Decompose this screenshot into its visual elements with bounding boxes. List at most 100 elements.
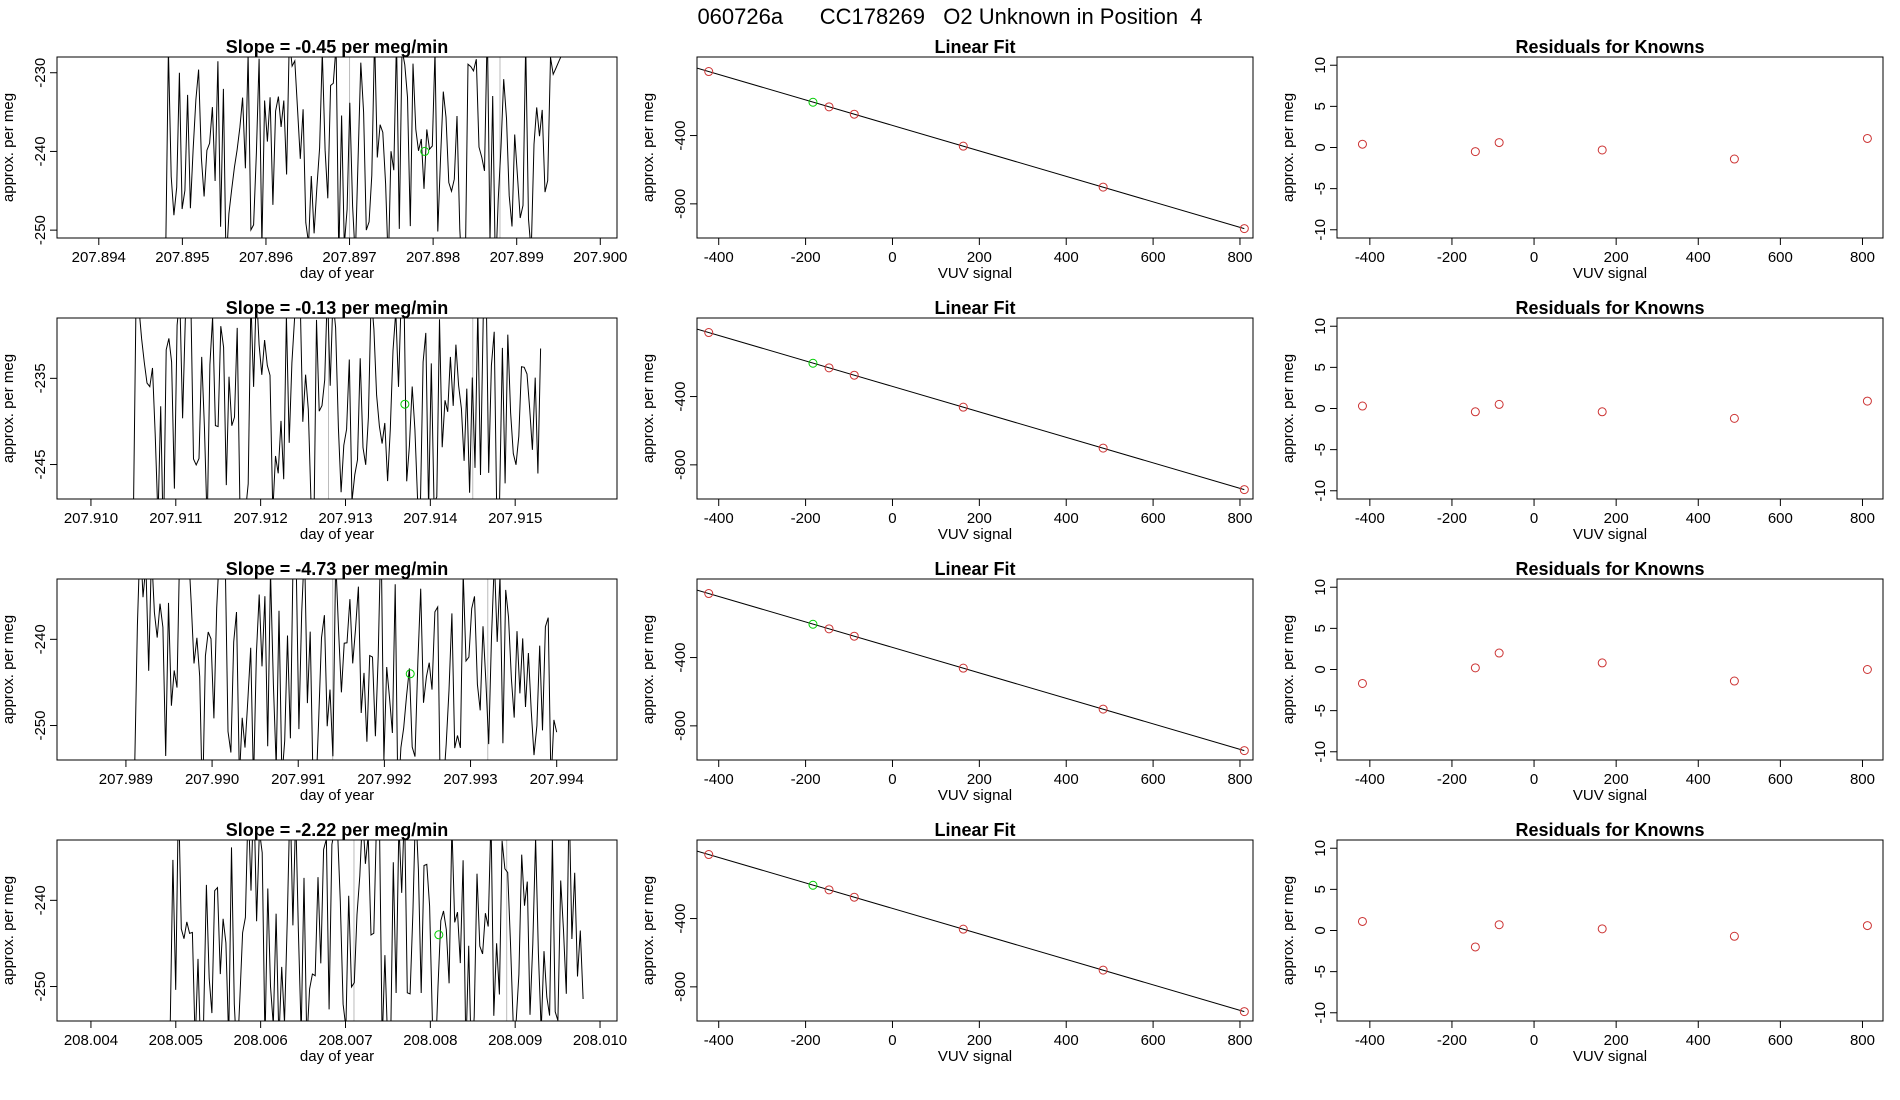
y-tick-label: 10 [1312,579,1329,596]
plot-frame [1336,317,1884,500]
y-tick-label: -5 [1312,182,1329,195]
x-axis-label: VUV signal [938,1048,1012,1065]
y-axis-label: approx. per meg [640,615,657,724]
known-point [1862,921,1872,931]
x-tick-label: 800 [1227,249,1252,266]
unknown-point [808,619,818,629]
known-point [1470,147,1480,157]
x-axis-label: VUV signal [938,526,1012,543]
known-point [1494,399,1504,409]
panel-7: Slope = -4.73 per meg/min 207.989 207.990 2… [0,559,618,804]
x-tick-label: 400 [1054,1032,1079,1049]
known-point [849,631,859,641]
x-tick-label: 207.991 [271,771,325,788]
x-tick-label: 0 [888,249,896,266]
known-point [958,402,968,412]
known-point [1470,942,1480,952]
x-tick-label: 0 [888,510,896,527]
x-tick-label: 200 [1604,510,1629,527]
x-tick-label: 208.005 [149,1032,203,1049]
x-tick-label: 0 [1530,1032,1538,1049]
x-tick-label: 207.993 [443,771,497,788]
x-tick-label: -400 [704,249,734,266]
known-point [824,885,834,895]
y-axis-label: approx. per meg [0,93,17,202]
x-tick-label: -200 [791,510,821,527]
panel-title: Linear Fit [934,298,1015,318]
plot-area [134,579,558,760]
known-point [1729,413,1739,423]
plot-area [1357,396,1872,423]
known-point [1494,920,1504,930]
x-tick-label: 600 [1768,510,1793,527]
y-axis-label: approx. per meg [0,876,17,985]
x-tick-label: 400 [1686,1032,1711,1049]
y-tick-label: -400 [672,382,689,412]
plot-area [1357,916,1872,952]
panel-title: Linear Fit [934,559,1015,579]
y-tick-label: 5 [1312,624,1329,632]
x-tick-label: 207.911 [149,510,202,527]
y-tick-label: -800 [672,972,689,1002]
y-tick-label: 0 [1312,926,1329,934]
unknown-point [434,930,444,940]
y-axis-label: approx. per meg [0,615,17,724]
x-tick-label: 207.898 [406,249,460,266]
known-point [1357,139,1367,149]
x-tick-label: 207.915 [488,510,542,527]
known-point [704,67,714,77]
y-tick-label: -5 [1312,704,1329,717]
x-axis-label: day of year [300,787,374,804]
x-tick-label: 208.007 [318,1032,372,1049]
plot-area [1357,133,1872,164]
x-tick-label: 800 [1850,1032,1875,1049]
y-tick-label: 5 [1312,363,1329,371]
known-point [704,589,714,599]
known-point [1098,965,1108,975]
y-tick-label: -5 [1312,965,1329,978]
x-tick-label: 208.004 [64,1032,118,1049]
x-axis-label: VUV signal [1573,526,1647,543]
x-axis-label: VUV signal [1573,1048,1647,1065]
x-tick-label: 400 [1054,510,1079,527]
plot-area [1357,648,1872,688]
y-tick-label: -400 [672,121,689,151]
x-tick-label: 400 [1686,249,1711,266]
panel-11: Linear Fit -400 -200 0 200 400 600 800 VUV signa… [640,820,1254,1065]
x-tick-label: 200 [1604,249,1629,266]
x-tick-label: 0 [1530,510,1538,527]
y-tick-label: 5 [1312,885,1329,893]
x-tick-label: -200 [791,771,821,788]
x-tick-label: -400 [1355,249,1385,266]
known-point [1098,443,1108,453]
plot-frame [696,56,1254,239]
x-tick-label: 0 [888,771,896,788]
page-title: 060726a CC178269 O2 Unknown in Position … [697,4,1203,29]
signal-trace [133,318,542,499]
panel-title: Residuals for Knowns [1515,37,1704,57]
x-tick-label: 600 [1768,1032,1793,1049]
y-tick-label: 5 [1312,102,1329,110]
x-axis-label: VUV signal [1573,265,1647,282]
known-point [1729,154,1739,164]
y-tick-label: -10 [1312,1002,1329,1024]
x-tick-label: 200 [1604,771,1629,788]
known-point [849,892,859,902]
x-tick-label: -200 [1437,249,1467,266]
known-point [958,663,968,673]
x-tick-label: 200 [967,771,992,788]
known-point [704,850,714,860]
x-tick-label: 600 [1768,249,1793,266]
x-tick-label: 800 [1227,1032,1252,1049]
x-tick-label: 208.006 [234,1032,288,1049]
panel-5: Linear Fit -400 -200 0 200 400 600 800 VUV signa… [640,298,1254,543]
known-point [1494,138,1504,148]
x-axis-label: day of year [300,526,374,543]
x-tick-label: 207.913 [318,510,372,527]
signal-trace [134,579,558,760]
y-tick-label: -245 [32,450,49,480]
known-point [824,102,834,112]
x-tick-label: 800 [1227,771,1252,788]
known-point [1098,704,1108,714]
y-axis-label: approx. per meg [0,354,17,463]
